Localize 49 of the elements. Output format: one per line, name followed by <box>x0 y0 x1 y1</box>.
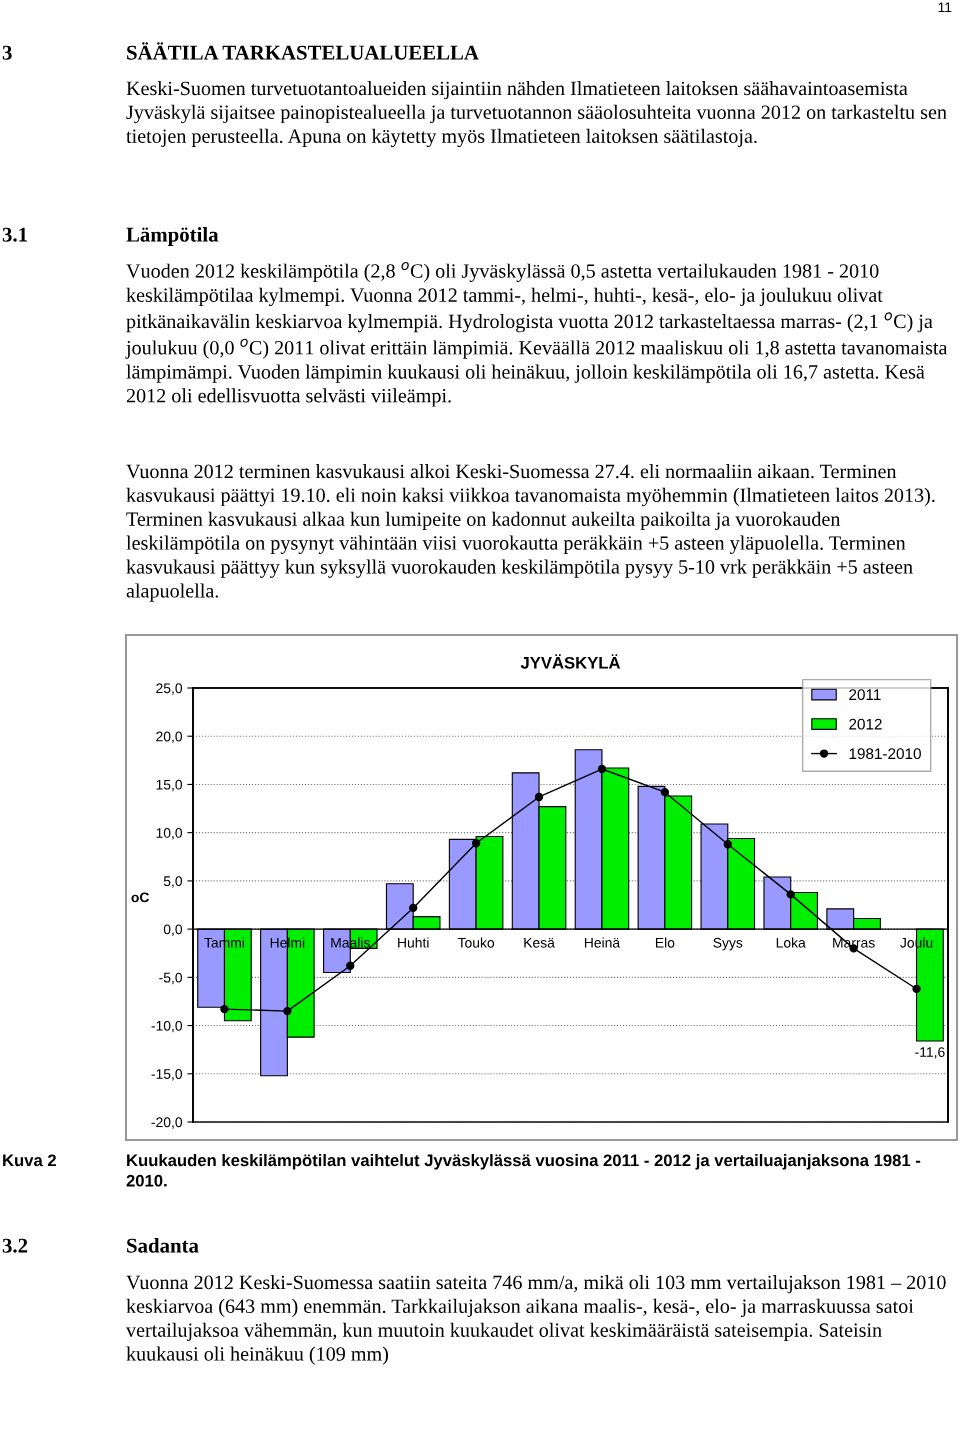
point <box>220 1004 229 1014</box>
point <box>409 903 418 913</box>
x-tick-label: Huhti <box>398 937 429 948</box>
text: Lämpötila <box>126 227 219 246</box>
y-tick-label: 20,0 <box>156 731 183 744</box>
y-tick-label: -5,0 <box>159 972 183 985</box>
text: Vuonna 2012 terminen kasvukausi alkoi Keski-Suomessa 27.4. eli normaaliin aikaan. Terminen kasvukausi päättyi 19.10. eli noin kaksi viikkoa tavanomaista myöhemmin (Ilmatieteen laitos 2013). Terminen kasvukausi alkaa kun lumipeite on kadonnut aukeilta paikoilta ja vuorokauden leskilämpötila on pysynyt vähintään viisi vuorokautta peräkkäin +5 asteen yläpuolella. Terminen kasvukausi päättyy kun syksyllä vuorokauden keskilämpötila pysyy 5-10 vrk peräkkäin +5 asteen alapuolella. <box>126 464 935 602</box>
x-tick-label: Kesä <box>524 937 555 948</box>
point <box>597 764 607 774</box>
x-tick-label: Heinä <box>584 937 621 948</box>
text: Keski-Suomen turvetuotantoalueiden sijaintiin nähden Ilmatieteen laitoksen säähavaintoasemista Jyväskylä sijaitsee painopistealueella ja turvetuotannon sääolosuhteita vuonna 2012 on tarkasteltu sen tietojen perusteella. Apuna on käytetty myös Ilmatieteen laitoksen säätilastoja. <box>126 81 947 148</box>
legend-label: 1981-2010 <box>849 748 921 760</box>
point <box>346 961 355 970</box>
x-tick-label: Loka <box>776 937 806 948</box>
y-tick-label: 15,0 <box>156 779 183 792</box>
x-tick-label: Helmi <box>270 937 305 948</box>
text: 3 <box>2 45 12 60</box>
text: 11 <box>938 2 952 13</box>
legend-label: 2011 <box>849 689 881 701</box>
text: SÄÄTILA TARKASTELUALUEELLA <box>127 42 479 60</box>
text: 3.2 <box>2 1238 28 1253</box>
text: Sadanta <box>127 1238 199 1253</box>
point <box>786 890 795 899</box>
point <box>534 792 544 802</box>
y-axis-title: oC <box>131 892 150 903</box>
y-tick-label: 10,0 <box>156 828 183 840</box>
y-tick-label: -10,0 <box>151 1020 183 1033</box>
point <box>471 839 481 848</box>
point <box>283 1006 292 1016</box>
legend-label: 2012 <box>849 718 882 730</box>
point <box>660 787 670 797</box>
text: 3.1 <box>2 227 27 242</box>
text: Kuva 2 <box>3 1154 56 1167</box>
point <box>723 840 732 849</box>
y-tick-label: 25,0 <box>156 683 183 695</box>
point <box>912 984 921 994</box>
x-tick-label: Touko <box>457 937 495 948</box>
x-tick-label: Maalis <box>331 937 370 948</box>
x-tick-label: Syys <box>713 937 743 951</box>
text: Vuoden 2012 keskilämpötila (2,8 $^{o}$C) oli Jyväskylässä 0,5 astetta vertailukauden 1981 - 2010 keskilämpötilaa kylmempi. Vuonna 2012 tammi-, helmi-, huhti-, kesä-, elo- ja joulukuu olivat pitkänaikavälin keskiarvoa kylmempiä. Hydrologista vuotta 2012 tarkasteltaessa marras- (2,1 $^{o}$C) ja joulukuu (0,0 $^{o}$C) 2011 olivat erittäin lämpimiä. Keväällä 2012 maaliskuu oli 1,8 astetta tavanomaista lämpimämpi. Vuoden lämpimin kuukausi oli heinäkuu, jolloin keskilämpötila oli 16,7 astetta. Kesä 2012 oli edellisvuotta selvästi viileämpi. <box>125 262 948 407</box>
x-tick-label: Elo <box>655 937 675 948</box>
y-tick-label: -20,0 <box>151 1117 183 1129</box>
y-tick-label: -15,0 <box>151 1069 183 1081</box>
y-tick-label: 0,0 <box>163 924 183 936</box>
data-label: -11,6 <box>915 1047 945 1059</box>
y-tick-label: 5,0 <box>163 876 183 888</box>
chart-title: JYVÄSKYLÄ <box>520 654 621 669</box>
text: Vuonna 2012 Keski-Suomessa saatiin sateita 746 mm/a, mikä oli 103 mm vertailujakson 1981 – 2010 keskiarvoa (643 mm) enemmän. Tarkkailujakson aikana maalis-, kesä-, elo- ja marraskuussa satoi vertailujaksoa vähemmän, kun muutoin kuukaudet olivat keskimääräistä sateisempia. Sateisin kuukausi oli heinäkuu (109 mm) <box>126 1275 946 1365</box>
text: Kuukauden keskilämpötilan vaihtelut Jyväskylässä vuosina 2011 - 2012 ja vertailuajanjaksona 1981 - 2010. <box>126 1154 921 1187</box>
